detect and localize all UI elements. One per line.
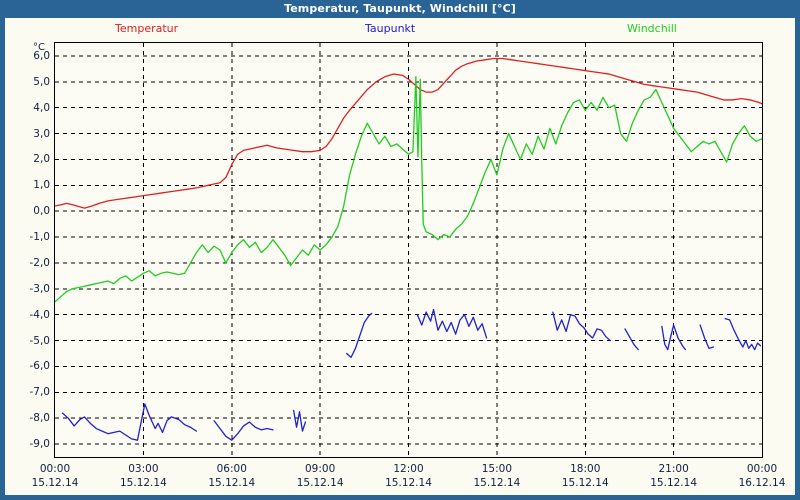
series-segment-taupunkt bbox=[624, 328, 639, 351]
x-tick-date: 15.12.14 bbox=[31, 477, 79, 489]
y-axis-tick-label: -7,0 bbox=[29, 386, 51, 399]
plot-svg bbox=[55, 43, 762, 457]
x-tick-time: 15:00 bbox=[481, 463, 513, 475]
x-tick-time: 18:00 bbox=[570, 463, 601, 475]
legend-item-taupunkt: Taupunkt bbox=[365, 22, 416, 35]
x-tick-time: 06:00 bbox=[216, 463, 247, 475]
y-axis-unit-label: °C bbox=[33, 42, 45, 53]
series-segment-taupunkt bbox=[416, 308, 488, 339]
y-axis-tick-label: 2,0 bbox=[33, 153, 50, 166]
y-axis-tick-label: -8,0 bbox=[29, 412, 51, 425]
series-line-temperatur bbox=[55, 57, 762, 209]
series-segment-taupunkt bbox=[213, 420, 274, 441]
x-tick-date: 15.12.14 bbox=[385, 477, 432, 489]
y-axis-tick-label: -4,0 bbox=[29, 308, 51, 321]
y-axis-tick-label: 5,0 bbox=[33, 75, 50, 88]
series-segment-taupunkt bbox=[552, 311, 611, 342]
x-axis-tick-label: 06:00 15.12.14 bbox=[208, 462, 255, 490]
x-axis-tick-label: 03:00 15.12.14 bbox=[120, 462, 167, 490]
x-axis-tick-label: 21:00 15.12.14 bbox=[650, 462, 697, 490]
x-tick-date: 15.12.14 bbox=[473, 477, 521, 489]
window-title-bar: Temperatur, Taupunkt, Windchill [°C] bbox=[0, 0, 800, 17]
x-tick-time: 00:00 bbox=[746, 463, 778, 475]
y-axis-tick-label: -3,0 bbox=[29, 282, 51, 295]
series-layer bbox=[55, 57, 762, 441]
series-segment-taupunkt bbox=[724, 317, 762, 351]
x-tick-date: 15.12.14 bbox=[208, 477, 256, 489]
y-axis-tick-label: 0,0 bbox=[33, 205, 50, 218]
series-segment-taupunkt bbox=[292, 409, 307, 432]
x-tick-date: 15.12.14 bbox=[561, 477, 609, 489]
gridlines bbox=[55, 43, 762, 457]
x-tick-date: 15.12.14 bbox=[650, 477, 698, 489]
y-axis-tick-label: -1,0 bbox=[29, 231, 51, 244]
x-tick-time: 12:00 bbox=[393, 463, 424, 475]
y-axis-tick-label: -5,0 bbox=[29, 334, 51, 347]
chart-canvas: Temperatur Taupunkt Windchill °C 6,0 5,0 4… bbox=[4, 17, 796, 496]
series-segment-taupunkt bbox=[699, 324, 715, 349]
x-axis-tick-label: 00:00 16.12.14 bbox=[739, 462, 786, 490]
y-axis-tick-label: -6,0 bbox=[29, 360, 51, 373]
x-axis-tick-labels: 00:00 15.12.14 03:00 15.12.14 06:00 15.12.14 0… bbox=[5, 462, 795, 496]
x-tick-time: 00:00 bbox=[39, 463, 71, 475]
x-tick-date: 15.12.14 bbox=[119, 477, 167, 489]
x-axis-tick-label: 00:00 15.12.14 bbox=[32, 462, 79, 490]
x-axis-tick-label: 12:00 15.12.14 bbox=[385, 462, 432, 490]
series-segment-taupunkt bbox=[61, 403, 198, 441]
series-segment-taupunkt bbox=[345, 312, 373, 359]
x-axis-tick-label: 15:00 15.12.14 bbox=[473, 462, 520, 490]
y-axis-tick-label: 1,0 bbox=[33, 179, 50, 192]
legend-item-temperatur: Temperatur bbox=[115, 22, 179, 35]
x-tick-time: 09:00 bbox=[304, 463, 336, 475]
y-axis-tick-label: 6,0 bbox=[33, 49, 50, 62]
series-segment-taupunkt bbox=[661, 324, 687, 351]
x-axis-tick-label: 18:00 15.12.14 bbox=[562, 462, 609, 490]
legend-item-windchill: Windchill bbox=[627, 22, 677, 35]
chart-legend: Temperatur Taupunkt Windchill bbox=[5, 22, 795, 38]
y-axis-tick-label: -9,0 bbox=[29, 438, 51, 451]
x-tick-time: 21:00 bbox=[658, 463, 689, 475]
plot-area bbox=[54, 42, 763, 458]
x-axis-tick-label: 09:00 15.12.14 bbox=[297, 462, 344, 490]
y-axis-tick-label: -2,0 bbox=[29, 256, 51, 269]
x-tick-date: 16.12.14 bbox=[738, 477, 786, 489]
y-axis-tick-labels: 6,0 5,0 4,0 3,0 2,0 1,0 0,0 -1,0 -2,0 -3,0 -4,0 -5,… bbox=[5, 42, 51, 458]
series-line-windchill bbox=[55, 75, 762, 303]
x-tick-date: 15.12.14 bbox=[296, 477, 344, 489]
y-axis-tick-label: 4,0 bbox=[33, 101, 50, 114]
y-axis-tick-label: 3,0 bbox=[33, 127, 50, 140]
window-title: Temperatur, Taupunkt, Windchill [°C] bbox=[284, 2, 516, 15]
x-tick-time: 03:00 bbox=[128, 463, 159, 475]
